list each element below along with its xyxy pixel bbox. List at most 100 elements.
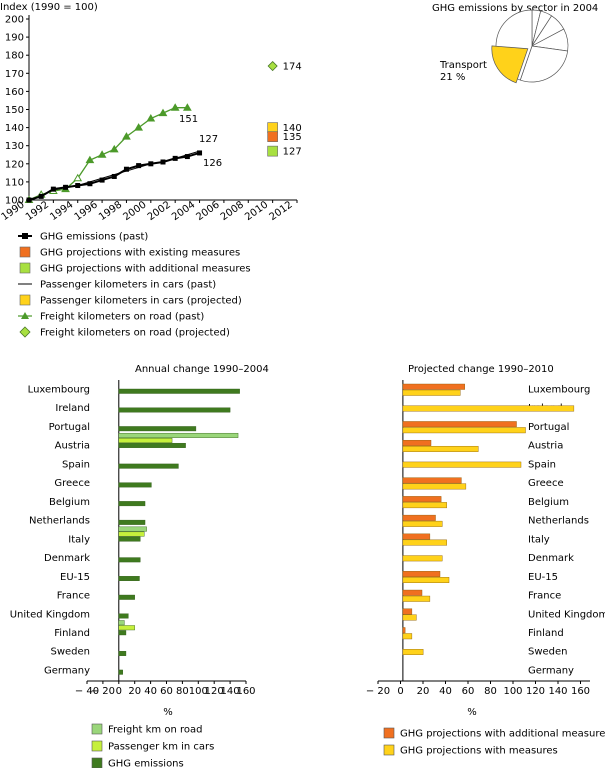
projected-legend-label: GHG projections with measures [400, 746, 558, 757]
ghg-measures-bar [402, 445, 479, 452]
freight-km-point [122, 132, 131, 140]
x-tick-label: 2000 [121, 199, 148, 223]
ghg-additional-measures-bar [402, 383, 465, 390]
projected-category-label: Italy [528, 534, 550, 545]
x-tick-label: 1996 [73, 199, 100, 223]
annual-category-label: United Kingdom [10, 609, 90, 620]
ghg-existing-square [267, 131, 278, 142]
top-legend: GHG emissions (past) GHG projections with… [18, 232, 251, 339]
legend-marker-square [19, 246, 31, 258]
ghg-emissions-bar [118, 388, 240, 394]
ghg-measures-bar [402, 483, 467, 490]
annual-category-label: Sweden [50, 647, 90, 658]
annual-category-label: EU-15 [60, 572, 90, 583]
projected-category-label: Belgium [528, 497, 569, 508]
x-tick-label: 2012 [268, 199, 295, 223]
freight-projected-label: 174 [283, 62, 302, 73]
y-tick-label: 150 [5, 105, 24, 116]
ghg-emissions-bar [118, 463, 179, 469]
ghg-emissions-point [136, 163, 142, 169]
ghg-emissions-point [75, 183, 81, 189]
x-tick-label: 2002 [146, 199, 173, 223]
legend-marker-square [19, 262, 31, 274]
ghg-emissions-bar [118, 613, 129, 619]
ghg-additional-measures-bar [402, 496, 442, 503]
ghg-emissions-bar [118, 557, 141, 563]
annual-tick-label: 160 [236, 686, 255, 697]
projected-legend-label: GHG projections with additional measures [400, 729, 605, 740]
ghg-emissions-bar [118, 501, 146, 507]
annual-legend-swatch [91, 757, 103, 768]
annual-change-bar-chart: Annual change 1990–2004 − 40− 20 0 20 40 60 80… [10, 364, 269, 768]
passenger-km-bar [118, 437, 173, 443]
ghg-emissions-bar [118, 594, 135, 600]
projected-tick-label: 20 [417, 686, 430, 697]
annual-tick-label: 20 [128, 686, 141, 697]
projected-tick-label: 160 [571, 686, 590, 697]
legend-marker-square [22, 233, 28, 239]
annual-tick-label: − 20 [91, 686, 115, 697]
annual-xlabel: % [163, 707, 173, 718]
ghg-measures-bar [402, 520, 443, 527]
passenger-projected-label: 140 [283, 123, 302, 134]
ghg-emissions-bar [118, 519, 146, 525]
projected-category-label: Austria [528, 441, 563, 452]
ghg-measures-bar [402, 502, 447, 509]
y-tick-label: 100 [5, 196, 24, 207]
pie-slice-other [519, 45, 569, 83]
annual-category-label: Spain [62, 459, 90, 470]
legend-label: Freight kilometers on road (past) [40, 312, 204, 323]
ghg-additional-square [267, 145, 278, 157]
annual-category-label: Finland [54, 628, 90, 639]
ghg-measures-bar [402, 649, 424, 655]
annual-legend-label: Freight km on road [108, 725, 202, 736]
ghg-emissions-point [160, 159, 166, 165]
ghg-measures-bar [402, 461, 522, 468]
annual-category-label: Italy [68, 534, 90, 545]
x-tick-label: 2004 [170, 199, 197, 223]
y-tick-label: 180 [5, 51, 24, 62]
projected-legend-swatch [383, 727, 395, 739]
annual-legend-label: Passenger km in cars [108, 742, 214, 753]
sector-pie-chart: GHG emissions by sector in 2004 Transport… [432, 3, 598, 84]
ghg-emissions-point [26, 197, 32, 203]
ghg-emissions-point [184, 154, 190, 160]
freight-km-point [134, 123, 144, 131]
projected-legend-swatch [383, 744, 395, 756]
legend-label: GHG emissions (past) [40, 232, 148, 243]
annual-category-label: Netherlands [29, 516, 90, 527]
projected-tick-label: 0 [397, 686, 403, 697]
ghg-measures-bar [402, 633, 413, 640]
annual-category-label: Austria [55, 441, 90, 452]
ghg-additional-measures-bar [402, 477, 462, 484]
projected-category-label: Greece [528, 478, 564, 489]
annual-category-label: Luxembourg [28, 385, 90, 396]
legend-label: GHG projections with existing measures [40, 248, 240, 259]
annual-category-label: Greece [54, 478, 90, 489]
ghg-additional-measures-bar [402, 421, 517, 428]
passenger-km-bar [118, 625, 135, 631]
ghg-additional-measures-bar [402, 533, 431, 540]
annual-legend-swatch [91, 723, 103, 735]
ghg-measures-bar [402, 539, 447, 546]
ghg-additional-measures-bar [402, 608, 413, 615]
annual-category-label: Belgium [49, 497, 90, 508]
freight-km-point [182, 103, 192, 111]
annual-category-label: Germany [44, 665, 90, 676]
ghg-emissions-point [50, 186, 56, 192]
annual-tick-label: 40 [144, 686, 157, 697]
projected-category-label: France [528, 591, 561, 602]
ghg-emissions-bar [118, 442, 186, 448]
ghg-measures-bar [402, 389, 461, 396]
ghg-existing-label: 135 [283, 132, 302, 143]
freight-km-bar [118, 526, 147, 532]
annual-tick-label: 0 [116, 686, 122, 697]
projected-category-label: Luxembourg [528, 385, 590, 396]
annual-legend-swatch [91, 740, 103, 752]
annual-legend-label: GHG emissions [108, 759, 184, 768]
ghg-emissions-point [99, 177, 105, 183]
ghg-additional-measures-bar [402, 514, 436, 521]
pie-slice-transport [491, 45, 529, 84]
projected-tick-label: 40 [439, 686, 452, 697]
